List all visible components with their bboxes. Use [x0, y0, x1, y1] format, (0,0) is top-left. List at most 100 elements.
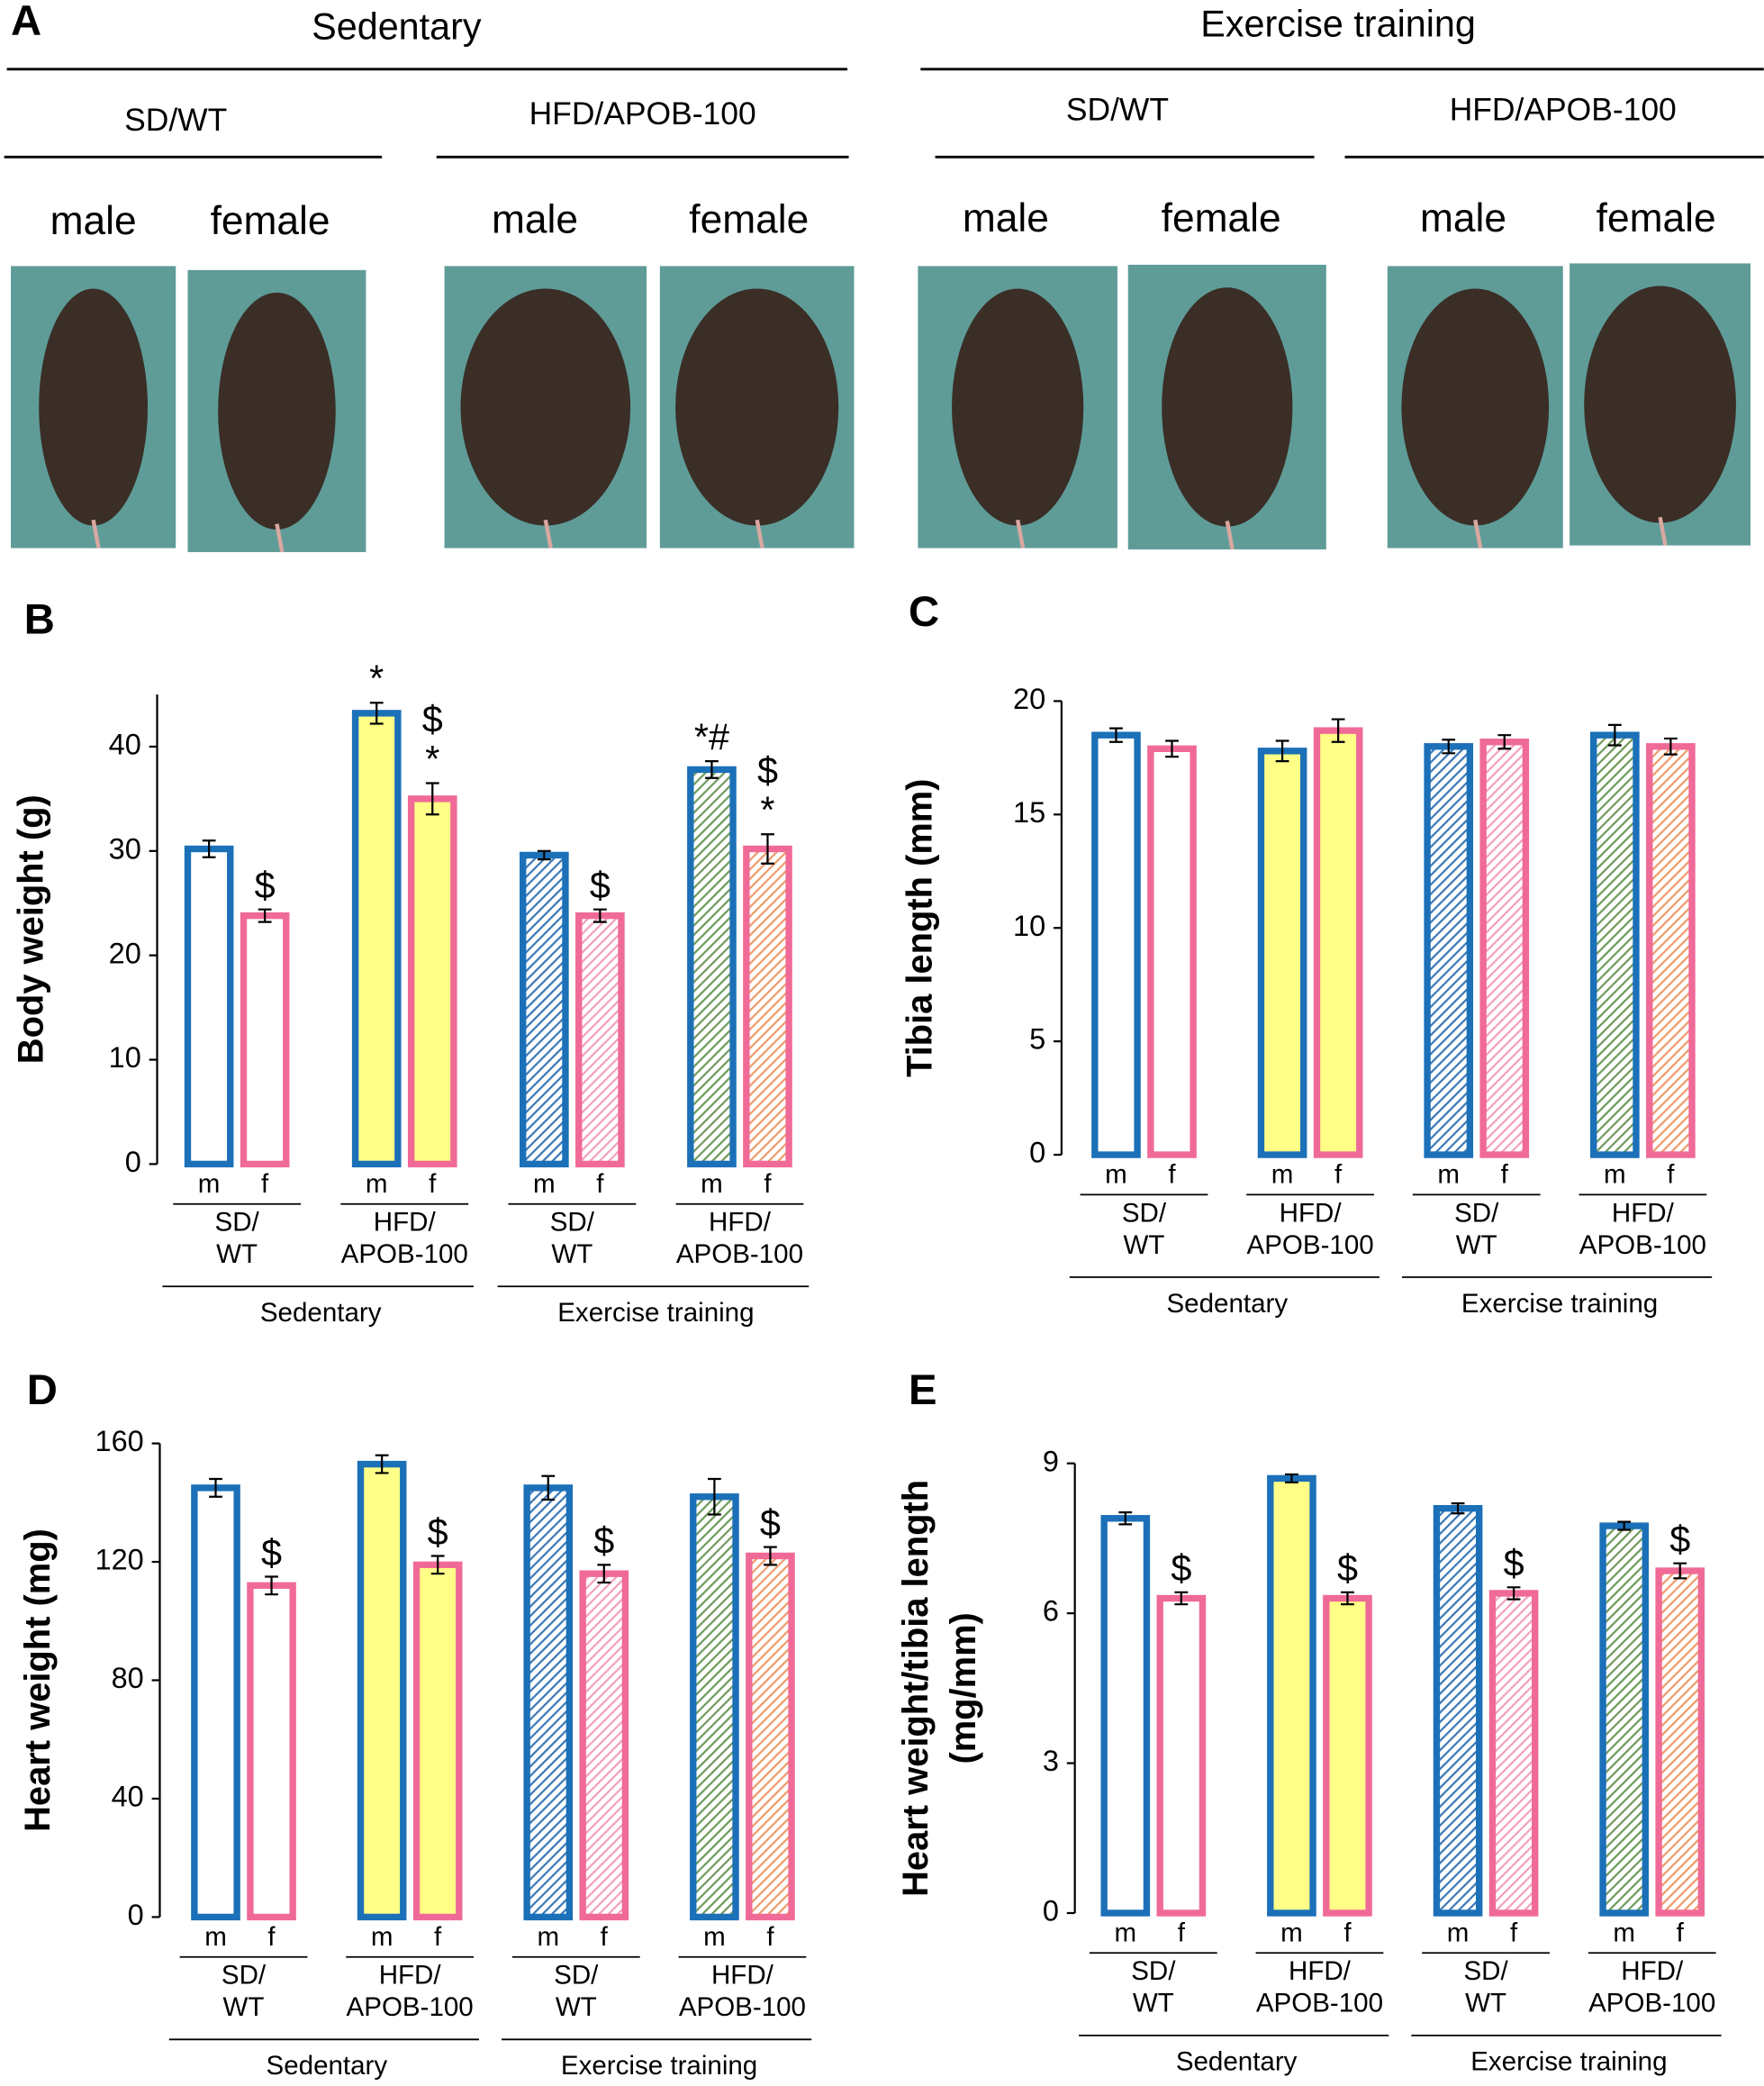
mouse-body: [1162, 287, 1293, 527]
bar: [247, 1582, 296, 1921]
bar: [1655, 1567, 1705, 1917]
error-bar: [708, 1477, 721, 1516]
category-label: m: [533, 1169, 556, 1199]
bar: [1257, 748, 1307, 1158]
condition-label: Sedentary: [1176, 2047, 1298, 2077]
group-label: APOB-100: [341, 1239, 468, 1269]
annotation: $: [1337, 1547, 1358, 1589]
group-label: APOB-100: [1579, 1230, 1706, 1260]
bar: [579, 1570, 629, 1921]
annotation: $: [593, 1520, 614, 1562]
mouse-tail: [275, 523, 285, 553]
category-label: m: [1613, 1918, 1635, 1947]
group-label: APOB-100: [679, 1992, 806, 2022]
group-label: APOB-100: [347, 1992, 474, 2022]
error-bar: [593, 908, 607, 923]
sex-label: male: [963, 196, 1049, 240]
category-label: f: [596, 1169, 604, 1199]
panel-label: C: [909, 588, 939, 636]
bar: [1433, 1504, 1483, 1917]
condition-label: Exercise training: [561, 2051, 757, 2081]
bar: [690, 1493, 739, 1921]
group-label: HFD/: [709, 1208, 772, 1238]
bar: [743, 845, 792, 1168]
category-label: m: [1604, 1160, 1626, 1190]
error-bar: [597, 1564, 611, 1584]
mouse-body: [218, 292, 336, 530]
sex-label: female: [1162, 196, 1281, 240]
condition-label: Exercise training: [1200, 3, 1476, 44]
bar: [1147, 745, 1197, 1158]
annotation: *#: [694, 716, 729, 757]
error-bar: [1331, 718, 1345, 743]
error-bar: [761, 833, 774, 865]
category-label: m: [1105, 1160, 1127, 1190]
category-label: m: [366, 1169, 388, 1199]
annotation: $: [757, 749, 778, 791]
y-axis-label: Heart weight/tibia length: [896, 1480, 936, 1897]
sex-label: male: [1420, 196, 1506, 240]
category-label: f: [1168, 1160, 1176, 1190]
y-axis-label: (mg/mm): [944, 1612, 983, 1764]
error-bar: [1174, 1591, 1189, 1606]
category-label: m: [371, 1922, 394, 1952]
category-label: m: [703, 1922, 726, 1952]
group-label: WT: [551, 1239, 593, 1269]
bar: [240, 911, 290, 1168]
annotation: *: [425, 739, 439, 780]
bar: [407, 795, 457, 1168]
y-tick-label: 0: [1029, 1137, 1045, 1169]
error-bar: [1165, 739, 1179, 758]
error-bar: [537, 849, 551, 861]
error-bar: [1663, 737, 1678, 756]
annotation: *: [369, 658, 384, 700]
condition-label: Sedentary: [260, 1298, 382, 1328]
condition-label: Sedentary: [267, 2051, 388, 2081]
y-tick-label: 30: [109, 832, 141, 865]
condition-label: Sedentary: [1166, 1289, 1288, 1319]
sex-label: female: [1597, 196, 1716, 240]
error-bar: [1497, 734, 1512, 750]
annotation: $: [1504, 1543, 1524, 1584]
y-tick-label: 20: [109, 937, 141, 969]
y-tick-label: 15: [1013, 796, 1045, 829]
group-label: WT: [1124, 1230, 1165, 1260]
category-label: f: [764, 1169, 772, 1199]
mouse-tail: [1225, 521, 1235, 550]
error-bar: [425, 782, 439, 816]
mouse-tail: [91, 519, 101, 549]
error-bar: [258, 908, 272, 923]
sex-label: male: [492, 197, 578, 241]
mouse-body: [952, 288, 1084, 526]
category-label: f: [1343, 1918, 1352, 1947]
category-label: f: [1667, 1160, 1675, 1190]
mouse-tail: [1015, 519, 1026, 549]
group-label: SD/: [550, 1208, 595, 1238]
y-tick-label: 5: [1029, 1023, 1045, 1056]
mouse-tail: [543, 519, 553, 549]
mouse-tail: [755, 519, 764, 549]
group-label: APOB-100: [676, 1239, 803, 1269]
y-tick-label: 0: [128, 1899, 144, 1931]
group-label: SD/WT: [124, 102, 227, 138]
sex-label: male: [50, 199, 137, 243]
annotation: *: [760, 790, 774, 831]
bar: [1646, 743, 1696, 1158]
bar: [1091, 731, 1141, 1158]
bar: [1479, 739, 1530, 1158]
bar: [1488, 1590, 1539, 1917]
bar: [520, 851, 569, 1168]
y-tick-label: 0: [1043, 1895, 1059, 1927]
group-label: SD/: [1454, 1198, 1499, 1228]
error-bar: [1506, 1586, 1521, 1601]
y-axis-label: Tibia length (mm): [900, 778, 939, 1077]
error-bar: [265, 1575, 278, 1596]
y-tick-label: 0: [125, 1146, 141, 1178]
error-bar: [1109, 727, 1123, 743]
panel-label: E: [909, 1366, 937, 1414]
bar: [191, 1484, 240, 1921]
condition-label: Sedentary: [312, 5, 482, 47]
y-tick-label: 10: [1013, 910, 1045, 942]
error-bar: [1285, 1473, 1298, 1483]
